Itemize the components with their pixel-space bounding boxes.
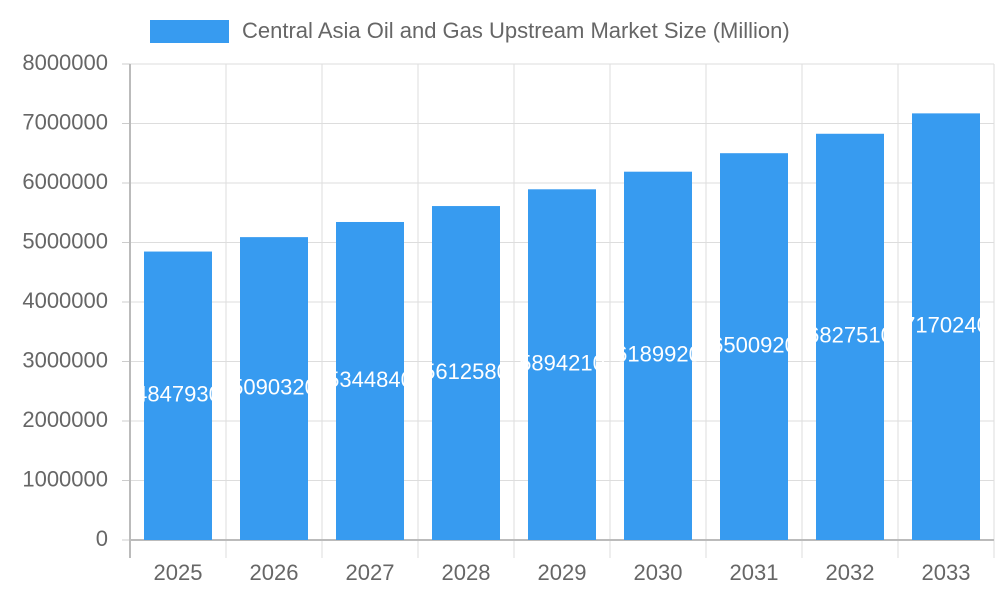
x-tick-label: 2031 <box>730 560 779 585</box>
y-tick-label: 7000000 <box>22 109 108 134</box>
value-label: 6500920 <box>711 332 797 357</box>
value-label: 5612580 <box>423 359 509 384</box>
y-tick-label: 2000000 <box>22 407 108 432</box>
y-tick-label: 3000000 <box>22 347 108 372</box>
x-tick-label: 2026 <box>250 560 299 585</box>
y-tick-label: 1000000 <box>22 466 108 491</box>
bar <box>240 237 308 540</box>
y-tick-label: 8000000 <box>22 50 108 75</box>
value-label: 5894210 <box>519 350 605 375</box>
y-tick-label: 6000000 <box>22 169 108 194</box>
value-label: 6827510 <box>807 323 893 348</box>
value-label: 7170240 <box>903 312 989 337</box>
x-tick-label: 2030 <box>634 560 683 585</box>
value-label: 5344840 <box>327 367 413 392</box>
bar <box>432 206 500 540</box>
value-label: 4847930 <box>135 382 221 407</box>
bar <box>624 171 692 540</box>
bar <box>720 153 788 541</box>
value-label: 6189920 <box>615 342 701 367</box>
x-tick-label: 2033 <box>922 560 971 585</box>
x-tick-label: 2029 <box>538 560 587 585</box>
x-tick-label: 2025 <box>154 560 203 585</box>
value-label: 5090320 <box>231 374 317 399</box>
bar <box>336 221 404 540</box>
legend-swatch <box>150 20 229 43</box>
bar <box>912 113 980 540</box>
y-tick-label: 4000000 <box>22 288 108 313</box>
y-tick-label: 0 <box>96 526 108 551</box>
bar <box>528 189 596 541</box>
legend-label: Central Asia Oil and Gas Upstream Market… <box>242 18 790 43</box>
x-tick-label: 2032 <box>826 560 875 585</box>
bar <box>816 133 884 540</box>
y-tick-label: 5000000 <box>22 228 108 253</box>
x-tick-label: 2027 <box>346 560 395 585</box>
bar <box>144 251 212 541</box>
x-tick-label: 2028 <box>442 560 491 585</box>
